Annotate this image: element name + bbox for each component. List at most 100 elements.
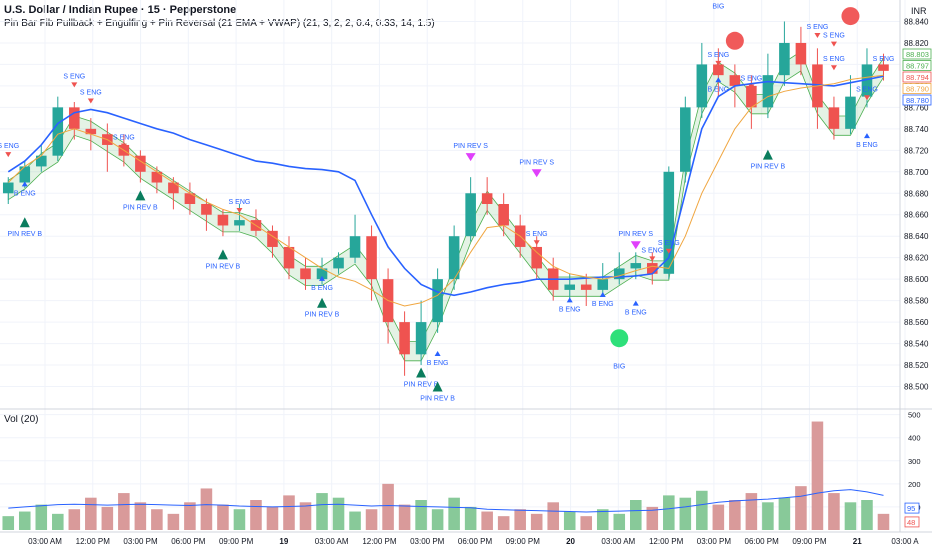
candle-body [432,279,443,323]
volume-bar [613,513,626,530]
signal-label: PIN REV B [123,204,158,211]
volume-bar [2,516,15,530]
candle-body [481,193,493,204]
big-sell-circle [841,7,860,26]
time-tick-label: 03:00 PM [410,537,445,546]
volume-bar [316,493,328,530]
time-tick-label: 06:00 PM [171,537,206,546]
candle-body [779,42,790,76]
price-tick-label: 88.580 [904,297,929,306]
candle-body [184,193,196,204]
price-tag-box [902,60,932,71]
volume-bar [217,504,229,530]
signal-label: S ENG [823,33,845,40]
volume-bar [18,511,31,530]
candle [663,166,675,280]
candle-body [696,64,708,108]
volume-legend[interactable]: Vol (20) [4,414,39,425]
sell-engulf-marker [71,82,78,88]
candle [762,53,774,119]
volume-bar [563,511,576,530]
sell-engulf-marker [830,65,837,71]
volume-tag-box [904,516,920,528]
candle-body [613,268,625,280]
signal-label: B ENG [14,190,36,197]
candle-body [234,220,245,226]
signal-label: B ENG [559,306,581,313]
big-buy-circle [610,329,629,348]
signal-label: B ENG [427,360,449,367]
volume-bar [167,513,180,530]
time-tick-label: 09:00 PM [219,537,254,546]
price-tag-box [902,48,932,60]
signal-label: PIN REV S [618,231,653,238]
signal-label: S ENG [80,89,102,96]
volume-tag-text: 95 [907,504,915,513]
volume-bar [795,486,807,530]
candle-body [36,155,47,167]
price-tick-label: 88.840 [904,17,929,26]
time-tick-label: 06:00 PM [745,537,780,546]
signal-label: S ENG [873,56,895,63]
volume-bar [415,500,427,530]
indicator-lines [7,74,884,307]
volume-bar [811,421,824,530]
volume-bar [596,509,609,530]
signal-label: PIN REV B [404,382,439,389]
volume-bar [696,490,708,530]
indicator-legend[interactable]: Pin Bar Fib Pullback + Engulfing + Pin R… [4,18,435,29]
candle-body [201,204,212,215]
candle-body [713,64,724,76]
volume-bar [332,497,345,530]
time-tick-label: 12:00 PM [76,537,111,546]
candle [349,214,361,264]
pin-buy-marker [416,367,427,378]
sell-engulf-marker [830,41,837,47]
signal-label: PIN REV B [305,312,340,319]
volume-bar [580,516,593,530]
time-tick-label: 03:00 A [891,537,919,546]
candle [465,177,476,242]
volume-bar [283,495,295,530]
candle [333,252,344,274]
volume-bar [712,504,725,530]
signal-label: BIG [613,363,625,370]
volume-bar [497,516,510,530]
time-tick-label: 12:00 PM [362,537,397,546]
candle-body [399,322,410,355]
last-price-tag: 88.803 [902,48,932,60]
signal-label: B ENG [592,301,614,308]
time-tick-label: 06:00 PM [458,537,493,546]
sell-engulf-marker [236,208,243,213]
price-tick-label: 88.820 [904,39,929,48]
candle-body [861,64,873,97]
signal-label: S ENG [807,24,829,31]
pin-buy-marker [432,381,443,392]
sell-engulf-marker [665,248,672,254]
volume-bar [35,504,48,530]
signal-label: PIN REV B [206,263,241,270]
volume-bar [200,488,213,530]
sell-engulf-marker [863,95,870,101]
volume-bar [844,502,857,530]
candle [366,225,377,301]
candle [184,182,196,215]
buy-engulf-marker [599,292,606,297]
price-tick-label: 88.700 [904,168,929,177]
candle-body [2,182,14,194]
sell-engulf-marker [814,32,821,38]
candle [828,96,840,140]
candle-body [415,322,427,355]
signal-label: S ENG [823,56,845,63]
signal-label: PIN REV B [420,395,455,402]
signal-label: B ENG [311,285,333,292]
signal-label: BIG [712,4,724,11]
price-tick-label: 88.740 [904,125,929,134]
signal-label: PIN REV B [751,164,786,171]
candle-body [19,166,31,183]
sell-engulf-marker [87,98,94,104]
price-tag-box [902,83,932,94]
candle [283,236,295,280]
candle [399,311,410,376]
